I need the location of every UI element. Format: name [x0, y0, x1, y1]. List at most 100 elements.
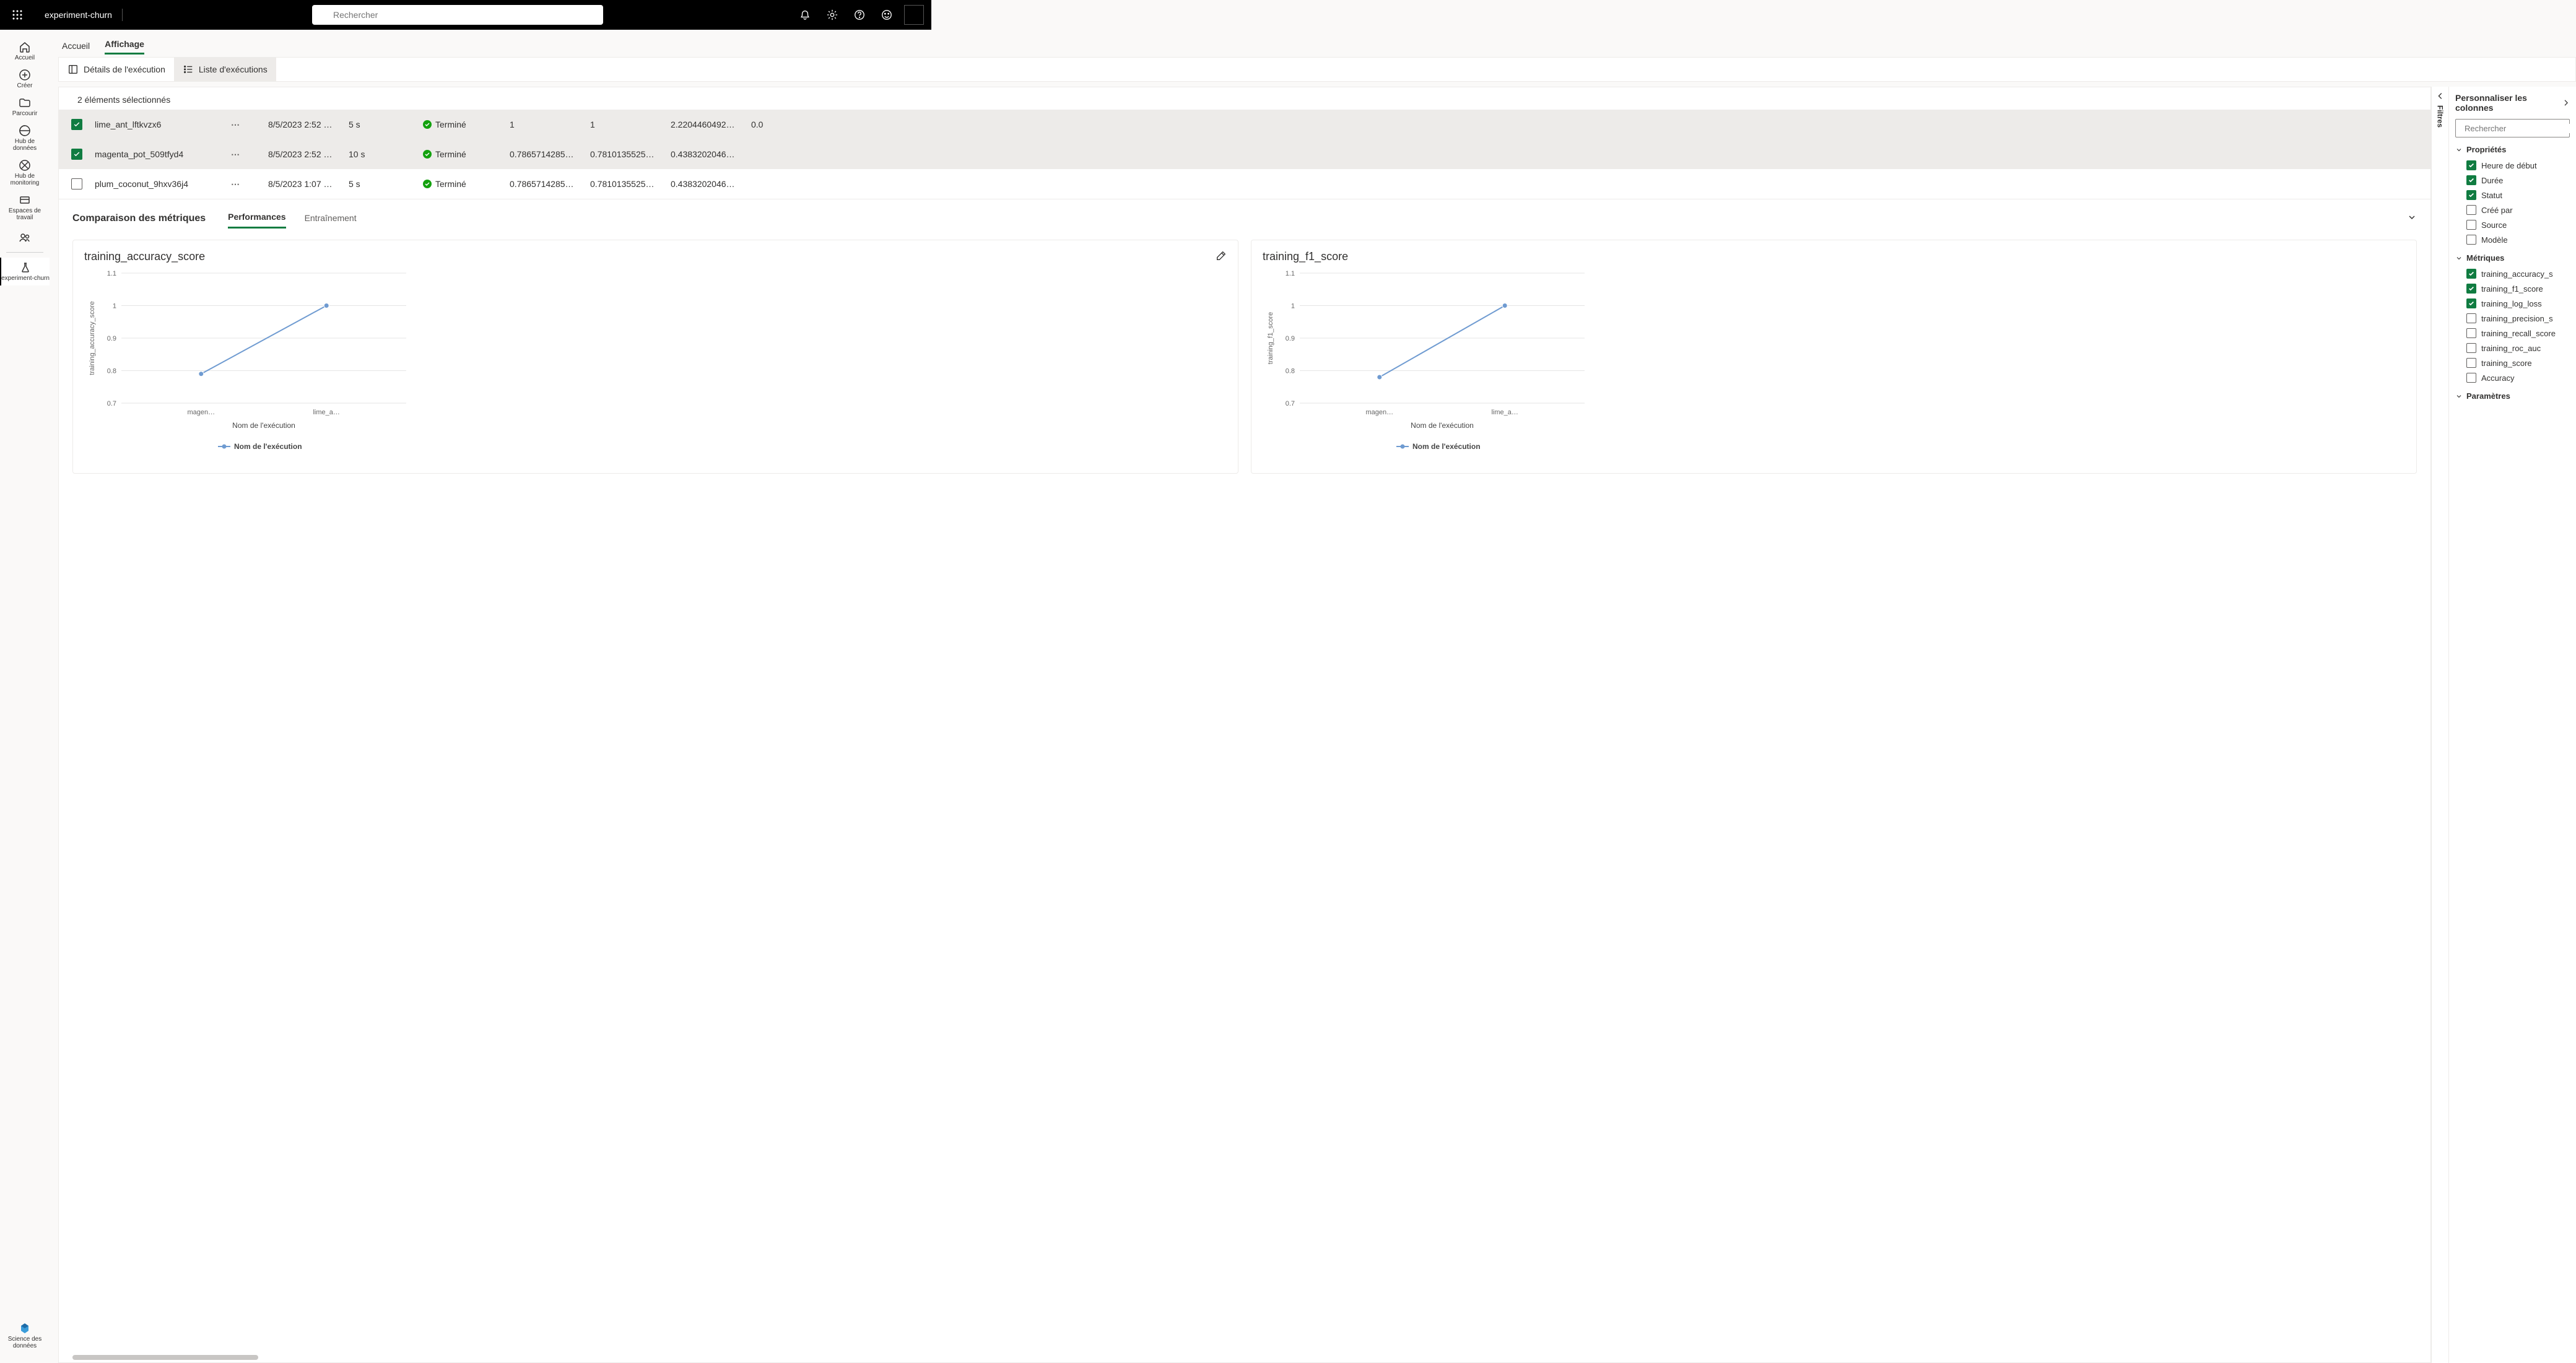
column-checkbox[interactable]	[2466, 175, 2476, 185]
group-toggle[interactable]: Métriques	[2455, 253, 2570, 263]
run-duration: 5 s	[349, 179, 423, 189]
collapse-metrics-button[interactable]	[2407, 212, 2417, 224]
nav-create[interactable]: Créer	[2, 65, 47, 93]
column-option[interactable]: training_recall_score	[2455, 326, 2570, 341]
row-checkbox[interactable]	[71, 178, 82, 189]
filters-label: Filtres	[2436, 105, 2445, 128]
runs-table: lime_ant_lftkvzx6⋯8/5/2023 2:52 …5 sTerm…	[59, 110, 2430, 199]
settings-button[interactable]	[820, 2, 845, 27]
svg-text:magen…: magen…	[1365, 409, 1393, 416]
tab-view[interactable]: Affichage	[105, 39, 144, 54]
edit-chart-button[interactable]	[1216, 250, 1227, 263]
feedback-button[interactable]	[874, 2, 899, 27]
metrics-tab-perf[interactable]: Performances	[228, 208, 285, 229]
tab-home[interactable]: Accueil	[62, 41, 90, 54]
column-option[interactable]: Modèle	[2455, 232, 2570, 247]
chevron-right-icon[interactable]	[2562, 98, 2570, 107]
nav-home[interactable]: Accueil	[2, 37, 47, 65]
row-checkbox[interactable]	[71, 149, 82, 160]
app-launcher-button[interactable]	[5, 2, 30, 27]
run-status: Terminé	[423, 120, 510, 129]
column-search[interactable]	[2455, 119, 2570, 137]
column-checkbox[interactable]	[2466, 190, 2476, 200]
run-row[interactable]: plum_coconut_9hxv36j4⋯8/5/2023 1:07 …5 s…	[59, 169, 2430, 199]
account-button[interactable]	[904, 5, 924, 25]
column-checkbox[interactable]	[2466, 328, 2476, 338]
column-option[interactable]: Statut	[2455, 188, 2570, 202]
column-checkbox[interactable]	[2466, 205, 2476, 215]
column-option[interactable]: Durée	[2455, 173, 2570, 188]
nav-label: Parcourir	[12, 110, 38, 117]
group-name: Métriques	[2466, 253, 2504, 263]
filters-strip[interactable]: Filtres	[2431, 87, 2448, 1363]
column-label: Durée	[2481, 176, 2503, 185]
run-row[interactable]: lime_ant_lftkvzx6⋯8/5/2023 2:52 …5 sTerm…	[59, 110, 2430, 139]
run-status: Terminé	[423, 179, 510, 189]
column-checkbox[interactable]	[2466, 358, 2476, 368]
nav-datascience[interactable]: Science des données	[2, 1318, 47, 1353]
column-search-input[interactable]	[2465, 124, 2574, 133]
column-label: Créé par	[2481, 206, 2513, 215]
row-more-button[interactable]: ⋯	[231, 120, 268, 130]
column-checkbox[interactable]	[2466, 343, 2476, 353]
nav-workspaces[interactable]: Espaces de travail	[2, 190, 47, 225]
nav-label: Hub de monitoring	[2, 173, 47, 186]
nav-persona[interactable]	[2, 227, 47, 247]
row-more-button[interactable]: ⋯	[231, 149, 268, 160]
run-row[interactable]: magenta_pot_509tfyd4⋯8/5/2023 2:52 …10 s…	[59, 139, 2430, 169]
metrics-tab-train[interactable]: Entraînement	[305, 209, 357, 228]
column-checkbox[interactable]	[2466, 160, 2476, 170]
column-option[interactable]: Heure de début	[2455, 158, 2570, 173]
run-name: plum_coconut_9hxv36j4	[95, 179, 231, 189]
column-option[interactable]: training_roc_auc	[2455, 341, 2570, 355]
column-checkbox[interactable]	[2466, 373, 2476, 383]
column-option[interactable]: training_precision_s	[2455, 311, 2570, 326]
nav-experiment-churn[interactable]: experiment-churn	[0, 258, 50, 285]
chart-title: training_accuracy_score	[84, 250, 205, 263]
column-option[interactable]: training_log_loss	[2455, 296, 2570, 311]
run-metric-3: 2.2204460492…	[671, 120, 751, 129]
svg-text:Nom de l'exécution: Nom de l'exécution	[232, 421, 295, 430]
column-label: Heure de début	[2481, 161, 2537, 170]
svg-text:training_accuracy_score: training_accuracy_score	[89, 301, 96, 375]
column-checkbox[interactable]	[2466, 313, 2476, 323]
row-more-button[interactable]: ⋯	[231, 179, 268, 189]
column-label: training_log_loss	[2481, 299, 2542, 308]
chevron-down-icon	[2455, 146, 2463, 154]
toggle-run-list[interactable]: Liste d'exécutions	[174, 58, 276, 81]
group-toggle[interactable]: Paramètres	[2455, 391, 2570, 401]
notifications-button[interactable]	[793, 2, 817, 27]
help-button[interactable]	[847, 2, 872, 27]
nav-datahub[interactable]: Hub de données	[2, 121, 47, 155]
column-option[interactable]: training_score	[2455, 355, 2570, 370]
column-option[interactable]: training_f1_score	[2455, 281, 2570, 296]
column-option[interactable]: Source	[2455, 217, 2570, 232]
group-toggle[interactable]: Propriétés	[2455, 145, 2570, 154]
column-checkbox[interactable]	[2466, 235, 2476, 245]
workspaces-icon	[19, 194, 31, 206]
nav-label: Accueil	[15, 54, 35, 61]
column-label: training_recall_score	[2481, 329, 2556, 338]
column-label: training_precision_s	[2481, 314, 2553, 323]
center-panel: 2 éléments sélectionnés lime_ant_lftkvzx…	[58, 87, 2431, 1363]
toggle-run-details[interactable]: Détails de l'exécution	[59, 58, 174, 81]
row-checkbox[interactable]	[71, 119, 82, 130]
run-name: lime_ant_lftkvzx6	[95, 120, 231, 129]
metrics-title: Comparaison des métriques	[72, 213, 206, 224]
column-checkbox[interactable]	[2466, 284, 2476, 294]
chevron-down-icon	[2455, 393, 2463, 400]
global-search[interactable]	[312, 5, 603, 25]
column-checkbox[interactable]	[2466, 298, 2476, 308]
column-option[interactable]: Créé par	[2455, 202, 2570, 217]
nav-browse[interactable]: Parcourir	[2, 93, 47, 121]
nav-monitor[interactable]: Hub de monitoring	[2, 155, 47, 190]
column-option[interactable]: Accuracy	[2455, 370, 2570, 385]
group-name: Paramètres	[2466, 391, 2510, 401]
global-search-input[interactable]	[333, 10, 597, 20]
column-checkbox[interactable]	[2466, 269, 2476, 279]
column-checkbox[interactable]	[2466, 220, 2476, 230]
column-option[interactable]: training_accuracy_s	[2455, 266, 2570, 281]
charts-row: training_accuracy_score0.70.80.911.1trai…	[59, 229, 2430, 485]
svg-text:Nom de l'exécution: Nom de l'exécution	[1412, 442, 1481, 451]
horizontal-scrollbar[interactable]	[72, 1355, 258, 1360]
